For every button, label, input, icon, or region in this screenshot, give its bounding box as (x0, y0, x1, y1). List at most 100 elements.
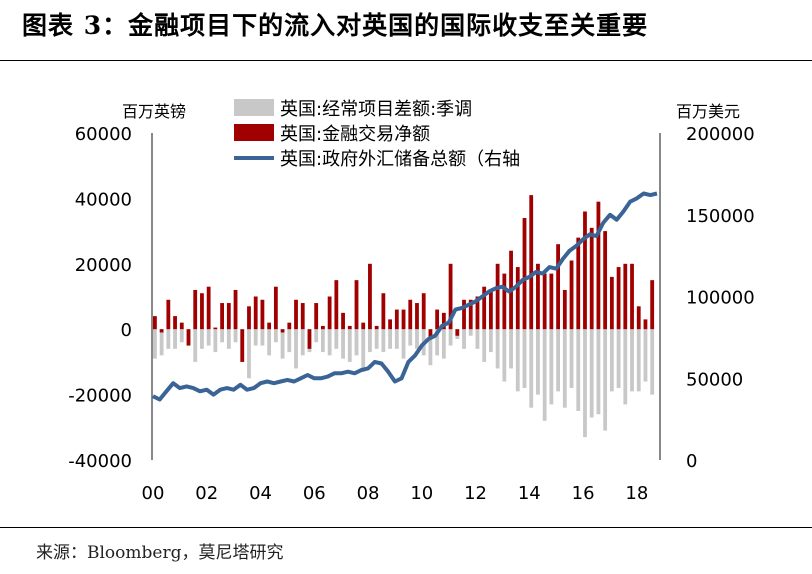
bar-financial-account (616, 267, 621, 330)
bar-current-account (159, 329, 164, 356)
bar-current-account (401, 329, 406, 359)
right-tick-label: 100000 (686, 288, 755, 309)
bar-current-account (368, 329, 372, 353)
bar-financial-account (569, 260, 574, 330)
bar-current-account (220, 329, 224, 343)
bar-financial-account (273, 286, 278, 330)
bar-financial-account (166, 299, 171, 330)
left-tick-label: -20000 (68, 386, 132, 407)
bar-financial-account (368, 263, 372, 330)
top-rule (0, 60, 812, 61)
bottom-rule (0, 527, 812, 528)
bar-current-account (562, 329, 567, 408)
bar-financial-account (300, 303, 305, 330)
bar-current-account (556, 329, 560, 392)
bar-current-account (435, 329, 440, 356)
x-tick-label: 04 (249, 483, 272, 504)
bar-financial-account (609, 276, 614, 330)
bar-current-account (495, 329, 500, 369)
bar-current-account (636, 329, 641, 392)
bar-financial-account (173, 316, 177, 330)
bar-financial-account (354, 280, 359, 330)
x-tick-label: 02 (195, 483, 218, 504)
bar-financial-account (334, 280, 339, 330)
bar-current-account (589, 329, 594, 418)
bar-current-account (502, 329, 507, 382)
x-tick-label: 00 (142, 483, 165, 504)
bar-current-account (347, 329, 352, 362)
bar-financial-account (388, 319, 392, 330)
bar-financial-account (321, 325, 325, 330)
bar-current-account (542, 329, 547, 421)
bar-financial-account (206, 286, 211, 330)
bar-financial-account (153, 316, 157, 330)
bar-current-account (173, 329, 177, 349)
bar-financial-account (522, 218, 527, 330)
bar-current-account (233, 329, 238, 343)
right-tick-label: 200000 (686, 124, 755, 145)
bar-current-account (428, 329, 433, 366)
bar-current-account (374, 329, 379, 349)
bar-current-account (280, 329, 285, 359)
x-tick-label: 18 (625, 483, 648, 504)
bar-financial-account (314, 303, 319, 330)
bar-financial-account (374, 325, 379, 330)
source-note: 来源：Bloomberg，莫尼塔研究 (36, 543, 284, 563)
bar-current-account (381, 329, 386, 353)
bar-financial-account (347, 325, 352, 330)
bar-financial-account (287, 322, 292, 330)
bar-financial-account (536, 263, 540, 330)
bar-financial-account (327, 296, 332, 330)
bar-financial-account (468, 299, 473, 330)
bar-current-account (549, 329, 554, 405)
bar-financial-account (636, 306, 641, 330)
bar-current-account (193, 329, 198, 362)
bar-financial-account (294, 299, 298, 330)
bar-current-account (623, 329, 628, 405)
x-tick-label: 14 (518, 483, 541, 504)
bar-financial-account (421, 293, 426, 330)
left-tick-label: 60000 (75, 124, 132, 145)
bar-current-account (475, 329, 480, 349)
bar-current-account (489, 329, 493, 353)
bar-current-account (361, 329, 366, 372)
bar-financial-account (562, 289, 567, 330)
bar-current-account (509, 329, 513, 369)
bar-current-account (462, 329, 466, 349)
bar-current-account (388, 329, 392, 349)
bar-financial-account (643, 319, 648, 330)
right-tick-label: 0 (686, 451, 697, 472)
legend-label: 英国:经常项目差额:季调 (280, 99, 472, 120)
bar-current-account (643, 329, 648, 382)
x-tick-label: 08 (357, 483, 380, 504)
bar-current-account (334, 329, 339, 349)
bar-financial-account (394, 309, 399, 330)
bar-current-account (247, 329, 251, 379)
bar-financial-account (428, 329, 433, 340)
legend-label: 英国:政府外汇储备总额（右轴 (280, 149, 520, 170)
bar-current-account (327, 329, 332, 356)
bar-financial-account (213, 327, 218, 330)
line-fx-reserves (152, 191, 658, 402)
bar-current-account (448, 329, 453, 346)
bar-current-account (166, 329, 171, 349)
bar-financial-account (583, 211, 587, 330)
bar-current-account (650, 329, 655, 395)
bar-financial-account (448, 263, 453, 330)
bar-financial-account (159, 329, 164, 333)
bar-current-account (536, 329, 540, 395)
bar-current-account (482, 329, 487, 362)
bar-financial-account (576, 237, 581, 330)
bar-current-account (616, 329, 621, 389)
bar-current-account (213, 329, 218, 353)
bar-current-account (515, 329, 520, 392)
bar-current-account (321, 329, 325, 353)
bar-financial-account (200, 293, 204, 330)
bar-financial-account (186, 329, 191, 346)
bar-financial-account (260, 299, 265, 330)
bar-financial-account (193, 289, 198, 330)
legend-swatch-current-account (234, 99, 274, 116)
bar-financial-account (441, 312, 446, 330)
bar-current-account (354, 329, 359, 356)
bar-financial-account (240, 329, 245, 362)
